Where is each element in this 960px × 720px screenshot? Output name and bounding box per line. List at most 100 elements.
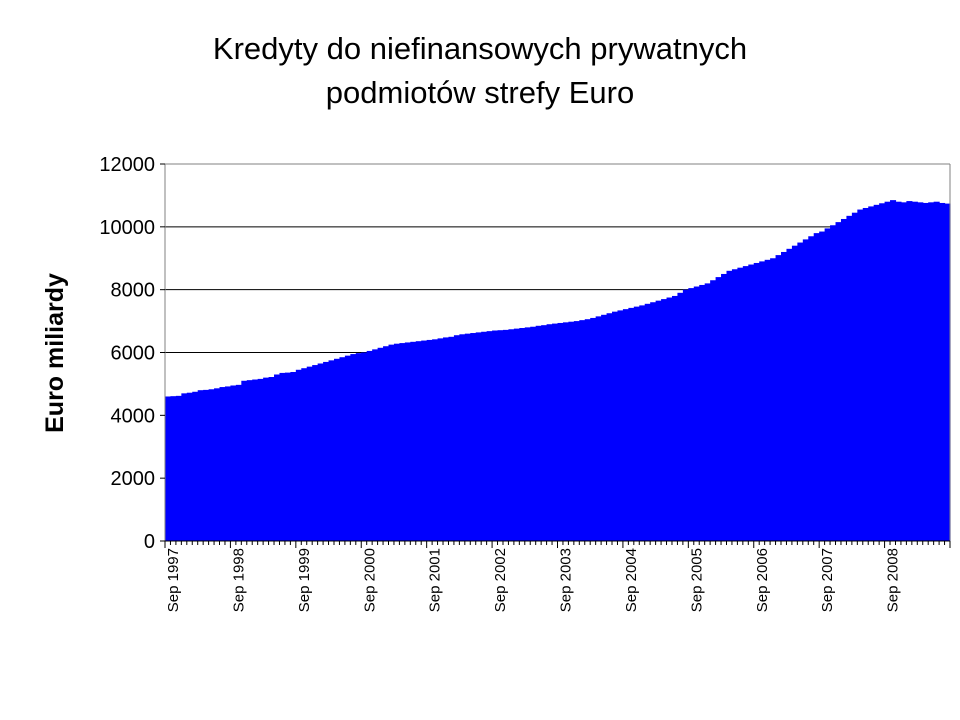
bar [541,325,548,541]
bar [944,203,951,541]
bar [748,264,755,541]
bar [486,331,493,541]
bar [933,201,940,541]
bar [879,203,886,542]
bar [742,266,749,541]
bar [508,329,515,541]
bar [399,343,406,541]
x-tick-label: Sep 2006 [754,548,771,612]
bar [721,273,728,541]
bar [312,365,319,541]
bar [279,372,286,541]
bar [824,228,831,541]
bar [628,307,635,541]
bar [186,392,193,541]
bar [786,248,793,541]
bar [404,342,411,541]
bar [497,330,504,541]
bar [906,201,913,542]
bar [704,283,711,541]
bar [770,258,777,541]
bar [252,379,259,541]
bar [214,388,221,541]
chart-title-line-2: podmiotów strefy Euro [326,75,634,110]
bar [840,218,848,541]
bar [911,201,918,541]
bar [453,335,460,541]
y-tick-label: 4000 [111,405,156,427]
bar [175,395,182,541]
bar [655,300,662,541]
bar [835,222,842,541]
bar [900,202,907,541]
bar [481,331,488,541]
bar [295,369,302,541]
bar [693,286,700,541]
bar [884,201,891,541]
bar [639,305,646,541]
bar [890,200,897,542]
bar [781,251,788,541]
x-tick-label: Sep 1998 [230,548,247,612]
bar [846,215,853,541]
bar [813,233,820,541]
bar [791,245,798,541]
x-tick-label: Sep 2007 [819,548,836,612]
bar [393,343,401,541]
bar [579,320,586,541]
bar [819,231,826,541]
bar [328,360,335,541]
bar [257,378,264,541]
bar [650,302,657,541]
bar [421,340,428,541]
bar [383,346,390,541]
bar [726,270,733,541]
bar [775,255,782,541]
x-tick-label: Sep 2008 [885,548,902,612]
bar [170,396,177,541]
bar [895,201,902,541]
bar [699,284,706,541]
bar [535,325,542,541]
bar [928,202,935,541]
bar [274,374,281,541]
bar [917,202,924,541]
bar [873,204,880,541]
bar [361,352,368,541]
bar [737,267,744,541]
bar [208,389,215,541]
bar [224,386,232,541]
bar [263,377,270,541]
bar [437,338,444,541]
bar [459,334,466,541]
bar [644,303,651,541]
bar [764,259,771,541]
bar [448,336,455,541]
bar [443,337,450,541]
bar [851,212,858,541]
bar [350,354,357,541]
bar [753,262,760,541]
axes [160,163,951,548]
bar [590,317,597,541]
bar [502,329,510,541]
bar [432,339,439,541]
x-tick-labels: Sep 1997 Sep 1998 Sep 1999 Sep 2000 Sep 2001… [165,548,902,612]
bar [475,332,482,541]
bar [470,333,477,541]
bar [682,289,689,541]
bar [546,324,553,541]
y-tick-label: 12000 [99,154,155,176]
x-tick-label: Sep 2002 [492,548,509,612]
bar [797,242,804,541]
y-tick-label: 2000 [111,468,156,490]
x-tick-label: Sep 2005 [688,548,705,612]
bar [552,323,559,541]
bar [715,277,722,541]
bar [666,297,673,541]
bar [366,350,373,541]
x-tick-label: Sep 2004 [623,548,640,612]
bar [601,314,608,541]
bar [671,295,679,541]
